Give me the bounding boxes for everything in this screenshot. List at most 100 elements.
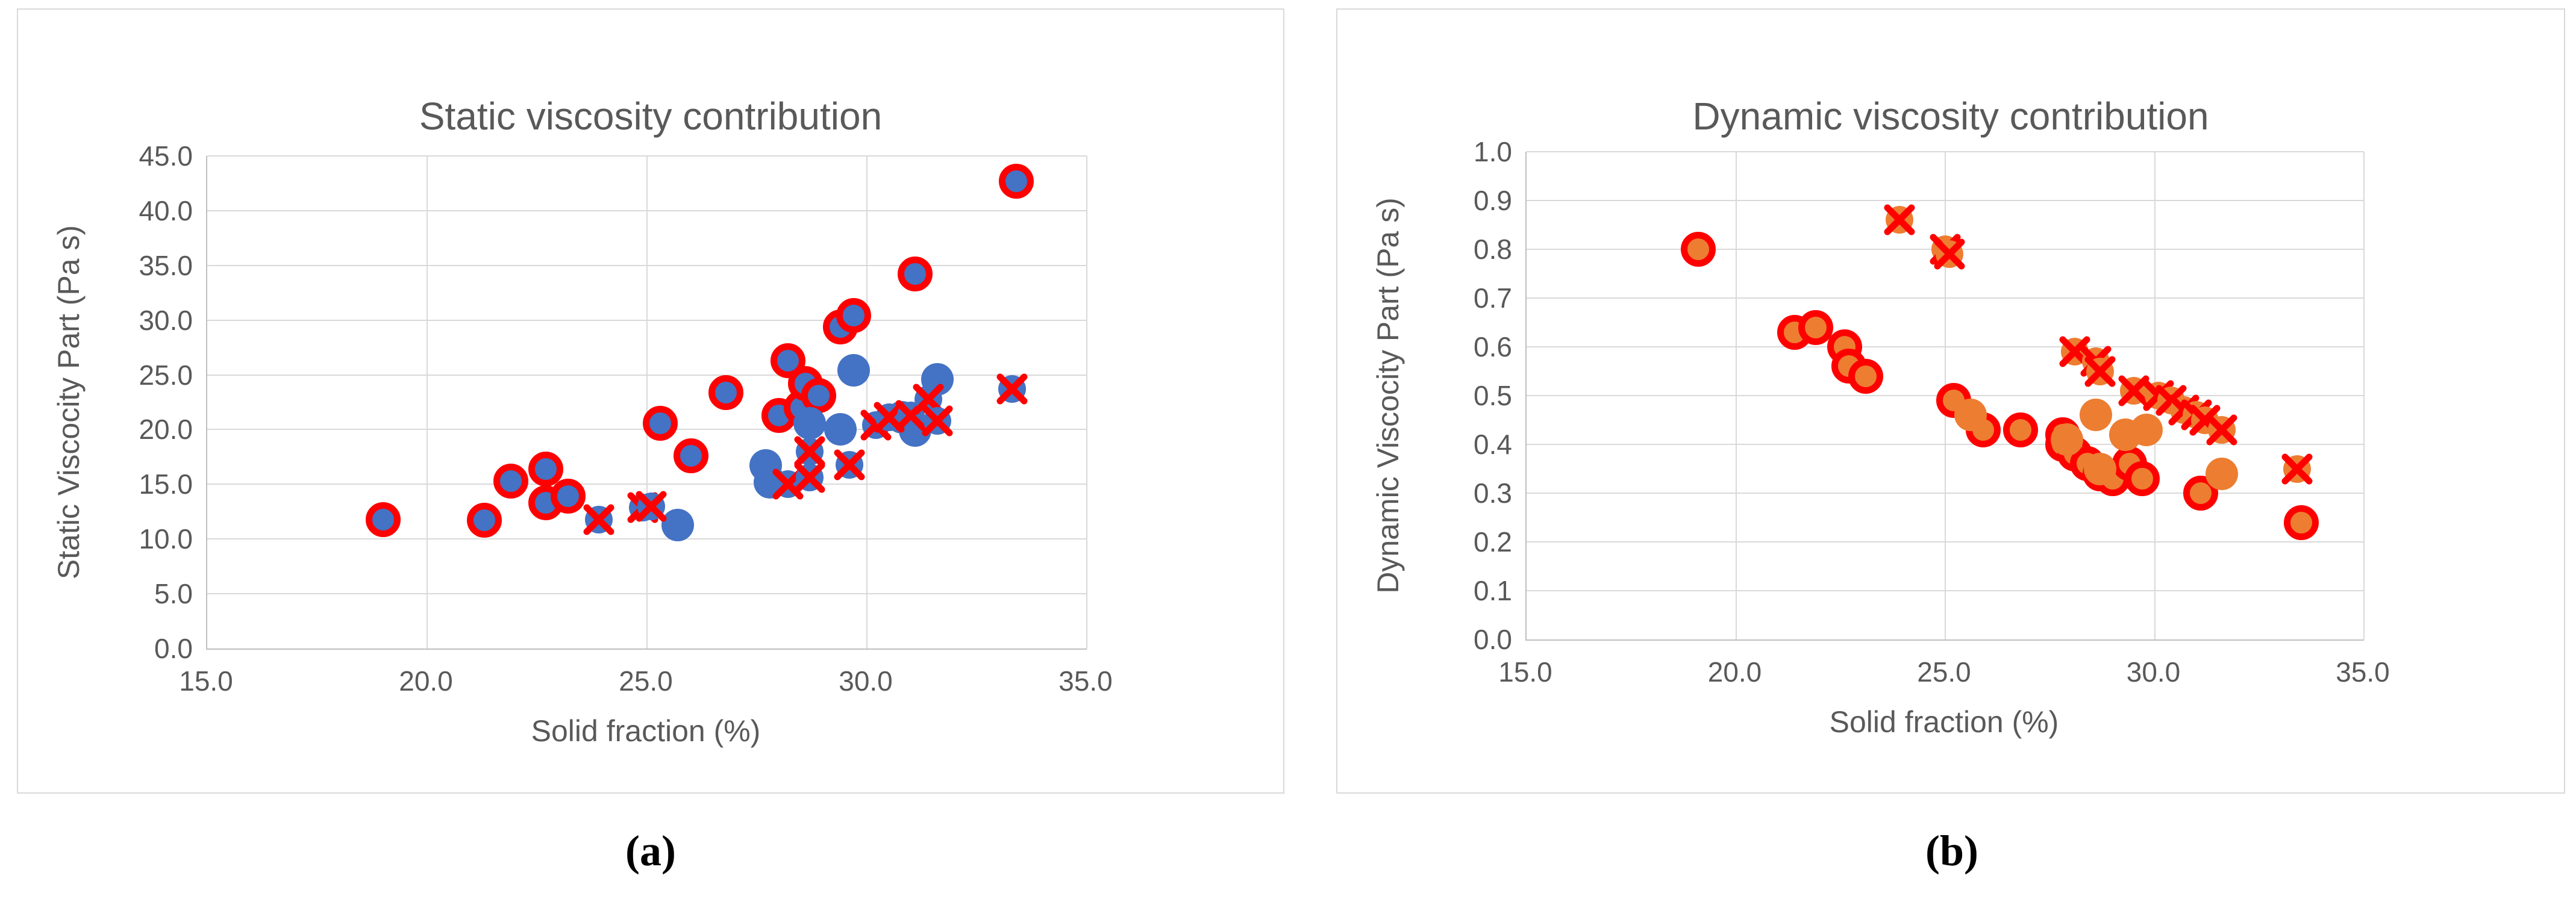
data-point-blue-circle: [793, 406, 827, 440]
y-tick-label: 0.3: [1474, 477, 1512, 509]
data-point-red-x-on-blue: [995, 372, 1030, 406]
vertical-gridline: [427, 156, 428, 648]
data-point-blue-circle-red-outline: [550, 479, 586, 514]
x-tick-label: 25.0: [1917, 656, 1971, 688]
data-point-blue-circle: [837, 354, 871, 387]
data-point-red-x-on-orange: [2280, 452, 2315, 487]
x-marker-icon: [2118, 375, 2149, 406]
y-tick-label: 0.0: [1474, 624, 1512, 655]
horizontal-gridline: [207, 210, 1087, 211]
caption-a: (a): [625, 827, 676, 875]
data-point-red-x-on-blue: [832, 447, 867, 482]
data-point-blue-circle-red-outline: [366, 502, 401, 537]
data-point-blue-circle-red-outline: [674, 438, 708, 474]
horizontal-gridline: [207, 319, 1087, 321]
x-marker-icon: [636, 491, 667, 522]
horizontal-gridline: [207, 264, 1087, 266]
vertical-gridline: [2363, 152, 2365, 639]
y-tick-label: 0.8: [1474, 234, 1512, 265]
y-tick-label: 25.0: [139, 359, 193, 391]
data-point-red-x-on-orange: [1882, 202, 1917, 237]
x-marker-icon: [583, 504, 614, 535]
x-marker-icon: [1934, 238, 1965, 270]
horizontal-gridline: [1527, 297, 2364, 299]
data-point-orange-circle-red-outline: [2283, 505, 2319, 540]
data-point-blue-circle-red-outline: [999, 163, 1034, 199]
chart-title-static: Static viscosity contribution: [419, 95, 883, 138]
data-point-blue-circle-red-outline: [898, 257, 933, 292]
data-point-orange-circle: [2130, 413, 2163, 446]
x-tick-label: 20.0: [1707, 656, 1762, 688]
x-marker-icon: [2206, 414, 2237, 446]
data-point-red-x-on-blue: [581, 502, 616, 537]
horizontal-gridline: [207, 374, 1087, 376]
horizontal-gridline: [1527, 200, 2364, 201]
horizontal-gridline: [1527, 493, 2364, 494]
x-tick-label: 25.0: [619, 665, 673, 697]
horizontal-gridline: [1527, 541, 2364, 543]
plot-area-static: [206, 155, 1087, 650]
data-point-orange-circle-red-outline: [1848, 358, 1883, 394]
x-marker-icon: [1884, 204, 1915, 235]
vertical-gridline: [1086, 156, 1087, 648]
y-tick-label: 15.0: [139, 468, 193, 500]
data-point-red-x-on-orange: [1932, 237, 1967, 272]
data-point-orange-circle: [2050, 423, 2083, 456]
data-point-red-x-on-orange: [2116, 373, 2151, 408]
x-tick-label: 30.0: [839, 665, 893, 697]
vertical-gridline: [866, 156, 868, 648]
y-tick-label: 0.7: [1474, 282, 1512, 314]
x-marker-icon: [996, 373, 1028, 405]
data-point-blue-circle-red-outline: [708, 375, 744, 410]
chart-panel-a: Static viscosity contribution Static Vis…: [17, 8, 1284, 794]
vertical-gridline: [646, 156, 648, 648]
horizontal-gridline: [207, 155, 1087, 157]
horizontal-gridline: [1527, 444, 2364, 445]
data-point-orange-circle-red-outline: [1680, 232, 1716, 267]
y-tick-label: 0.2: [1474, 526, 1512, 558]
x-marker-icon: [922, 405, 953, 437]
horizontal-gridline: [1527, 590, 2364, 591]
data-point-red-x-on-orange: [2083, 354, 2118, 389]
x-marker-icon: [794, 462, 825, 493]
caption-b: (b): [1925, 827, 1978, 875]
data-point-orange-circle: [2084, 452, 2117, 485]
data-point-orange-circle-red-outline: [2124, 461, 2160, 496]
plot-area-dynamic: [1525, 151, 2365, 641]
x-tick-label: 20.0: [399, 665, 453, 697]
horizontal-gridline: [207, 538, 1087, 540]
y-tick-label: 0.0: [154, 633, 193, 664]
horizontal-gridline: [207, 484, 1087, 485]
data-point-orange-circle: [1954, 399, 1987, 432]
data-point-orange-circle-red-outline: [2183, 476, 2218, 511]
y-tick-label: 30.0: [139, 304, 193, 336]
chart-title-dynamic: Dynamic viscosity contribution: [1692, 95, 2209, 138]
x-tick-label: 15.0: [179, 665, 233, 697]
y-tick-label: 45.0: [139, 140, 193, 172]
data-point-blue-circle-red-outline: [836, 298, 872, 334]
data-point-blue-circle-red-outline: [528, 451, 564, 487]
y-tick-label: 0.4: [1474, 429, 1512, 460]
data-point-blue-circle: [661, 508, 695, 541]
data-point-blue-circle: [824, 413, 857, 446]
data-point-blue-circle-red-outline: [493, 463, 528, 499]
horizontal-gridline: [207, 593, 1087, 595]
horizontal-gridline: [1527, 151, 2364, 152]
x-marker-icon: [794, 436, 825, 467]
x-tick-label: 35.0: [2336, 656, 2390, 688]
x-marker-icon: [2084, 356, 2116, 387]
y-tick-label: 35.0: [139, 249, 193, 281]
data-point-orange-circle: [2205, 457, 2238, 490]
y-tick-label: 1.0: [1474, 136, 1512, 167]
y-tick-label: 0.1: [1474, 575, 1512, 606]
data-point-orange-circle-red-outline: [1798, 309, 1833, 345]
x-marker-icon: [2281, 453, 2313, 484]
data-point-orange-circle-red-outline: [2003, 412, 2039, 447]
y-tick-label: 40.0: [139, 194, 193, 226]
x-axis-title-static: Solid fraction (%): [531, 714, 761, 748]
x-tick-label: 35.0: [1058, 665, 1113, 697]
y-tick-label: 20.0: [139, 414, 193, 446]
data-point-red-x-on-blue: [792, 434, 827, 469]
data-point-red-x-on-blue: [771, 467, 805, 502]
